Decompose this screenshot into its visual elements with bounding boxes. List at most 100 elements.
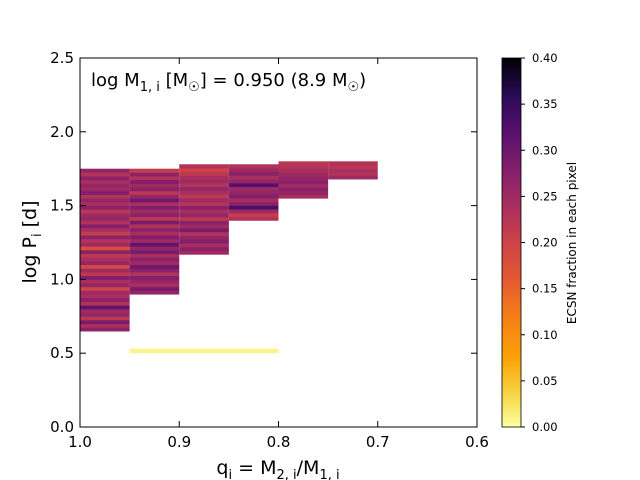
x-tick-label: 1.0 xyxy=(68,433,92,451)
heatmap-cell xyxy=(80,316,130,321)
heatmap-cell xyxy=(80,209,130,214)
heatmap-cell xyxy=(129,279,180,284)
heatmap-cell xyxy=(129,246,180,251)
colorbar-tick-label: 0.35 xyxy=(532,97,558,111)
heatmap-cell xyxy=(129,183,180,188)
heatmap-cell xyxy=(179,175,229,180)
heatmap-cell xyxy=(129,238,180,243)
heatmap-cell xyxy=(129,235,180,240)
heatmap-cell xyxy=(80,312,130,317)
heatmap-cell xyxy=(80,205,130,210)
heatmap-cell xyxy=(129,194,180,199)
heatmap-cell xyxy=(80,249,130,254)
heatmap-cell xyxy=(278,165,329,170)
heatmap-cell xyxy=(328,171,378,176)
heatmap-cell xyxy=(228,182,279,188)
heatmap-cell xyxy=(80,319,130,325)
heatmap-cell xyxy=(179,220,229,225)
heatmap-cell xyxy=(179,239,229,244)
heatmap-cell xyxy=(129,209,180,214)
heatmap-cell xyxy=(179,243,229,248)
heatmap-cell xyxy=(228,197,279,203)
heatmap-cell xyxy=(80,294,130,299)
heatmap-cell xyxy=(179,183,229,188)
heatmap-cell xyxy=(179,194,229,199)
heatmap-cell xyxy=(228,171,279,176)
heatmap-cell xyxy=(80,323,130,328)
colorbar-tick-label: 0.10 xyxy=(532,328,558,342)
heatmap-cell xyxy=(80,279,130,284)
heatmap-cell xyxy=(80,272,130,277)
heatmap-cell xyxy=(129,168,180,173)
heatmap-cell xyxy=(129,201,180,206)
heatmap-cell xyxy=(129,187,180,192)
heatmap-cell xyxy=(278,176,329,181)
colorbar-tick-label: 0.40 xyxy=(532,51,558,65)
heatmap-cell xyxy=(80,187,130,192)
x-tick-label: 0.6 xyxy=(465,433,489,451)
heatmap-cell xyxy=(80,238,130,243)
heatmap-cell xyxy=(179,246,229,251)
heatmap-cell xyxy=(179,231,229,236)
heatmap-cell xyxy=(80,201,130,206)
heatmap-cell xyxy=(80,268,130,273)
colorbar-tick-label: 0.05 xyxy=(532,374,558,388)
colorbar-tick-label: 0.20 xyxy=(532,236,558,250)
heatmap-cell xyxy=(179,164,229,169)
heatmap-cell xyxy=(278,161,329,166)
heatmap-cell xyxy=(80,290,130,295)
heatmap-cell xyxy=(228,212,279,218)
heatmap-cell xyxy=(228,175,279,180)
heatmap-cell xyxy=(278,168,329,173)
heatmap-cell xyxy=(228,209,279,214)
y-tick-label: 2.5 xyxy=(50,49,74,67)
x-tick-label: 0.8 xyxy=(267,433,291,451)
heatmap-cell xyxy=(179,213,229,218)
heatmap-cell xyxy=(80,253,130,258)
x-axis-label: qi = M2, i/M1, i xyxy=(216,457,339,480)
y-tick-label: 0.5 xyxy=(50,344,74,362)
y-tick-label: 2.0 xyxy=(50,123,74,141)
heatmap-cell xyxy=(278,190,329,195)
heatmap-cell xyxy=(80,283,130,288)
heatmap-cell xyxy=(80,224,130,229)
heatmap-cell xyxy=(80,327,130,332)
heatmap-cell xyxy=(228,179,279,184)
heatmap-cell xyxy=(328,175,378,180)
heatmap-cell xyxy=(129,205,180,210)
heatmap-cell xyxy=(179,216,229,221)
heatmap-cell xyxy=(129,264,180,269)
heatmap-cell xyxy=(179,201,229,206)
heatmap-cell xyxy=(80,168,130,173)
heatmap-cell xyxy=(129,176,180,181)
heatmap-cell xyxy=(80,216,130,221)
heatmap-cell xyxy=(80,227,130,232)
heatmap-cell xyxy=(129,260,180,266)
heatmap-cell xyxy=(228,201,279,206)
heatmap-cell xyxy=(179,228,229,233)
heatmap-cell xyxy=(228,168,279,173)
heatmap-cell xyxy=(228,190,279,195)
heatmap-cell xyxy=(129,224,180,229)
heatmap-cell xyxy=(129,275,180,280)
heatmap-cell xyxy=(179,190,229,195)
heatmap-cell xyxy=(80,172,130,177)
heatmap-cell xyxy=(129,242,180,247)
x-tick-label: 0.9 xyxy=(167,433,191,451)
heatmap-cell xyxy=(129,290,180,295)
colorbar-label: ECSN fraction in each pixel xyxy=(565,162,579,324)
heatmap-cell xyxy=(129,286,180,291)
heatmap-cell xyxy=(80,260,130,266)
heatmap-cell xyxy=(179,198,229,203)
heatmap-cell xyxy=(278,194,329,199)
y-axis-ticks: 0.0 0.5 1.0 1.5 2.0 2.5 xyxy=(50,49,477,436)
heatmap-cell xyxy=(80,297,130,302)
heatmap-cell xyxy=(80,242,130,247)
colorbar-ticks: 0.00 0.05 0.10 0.15 0.20 0.25 0.30 0.35 0.40 xyxy=(521,51,558,434)
heatmap-cell xyxy=(80,305,130,310)
heatmap-cell xyxy=(278,172,329,177)
heatmap-cell xyxy=(80,194,130,199)
heatmap-cell xyxy=(228,205,279,210)
heatmap-cell xyxy=(80,308,130,314)
